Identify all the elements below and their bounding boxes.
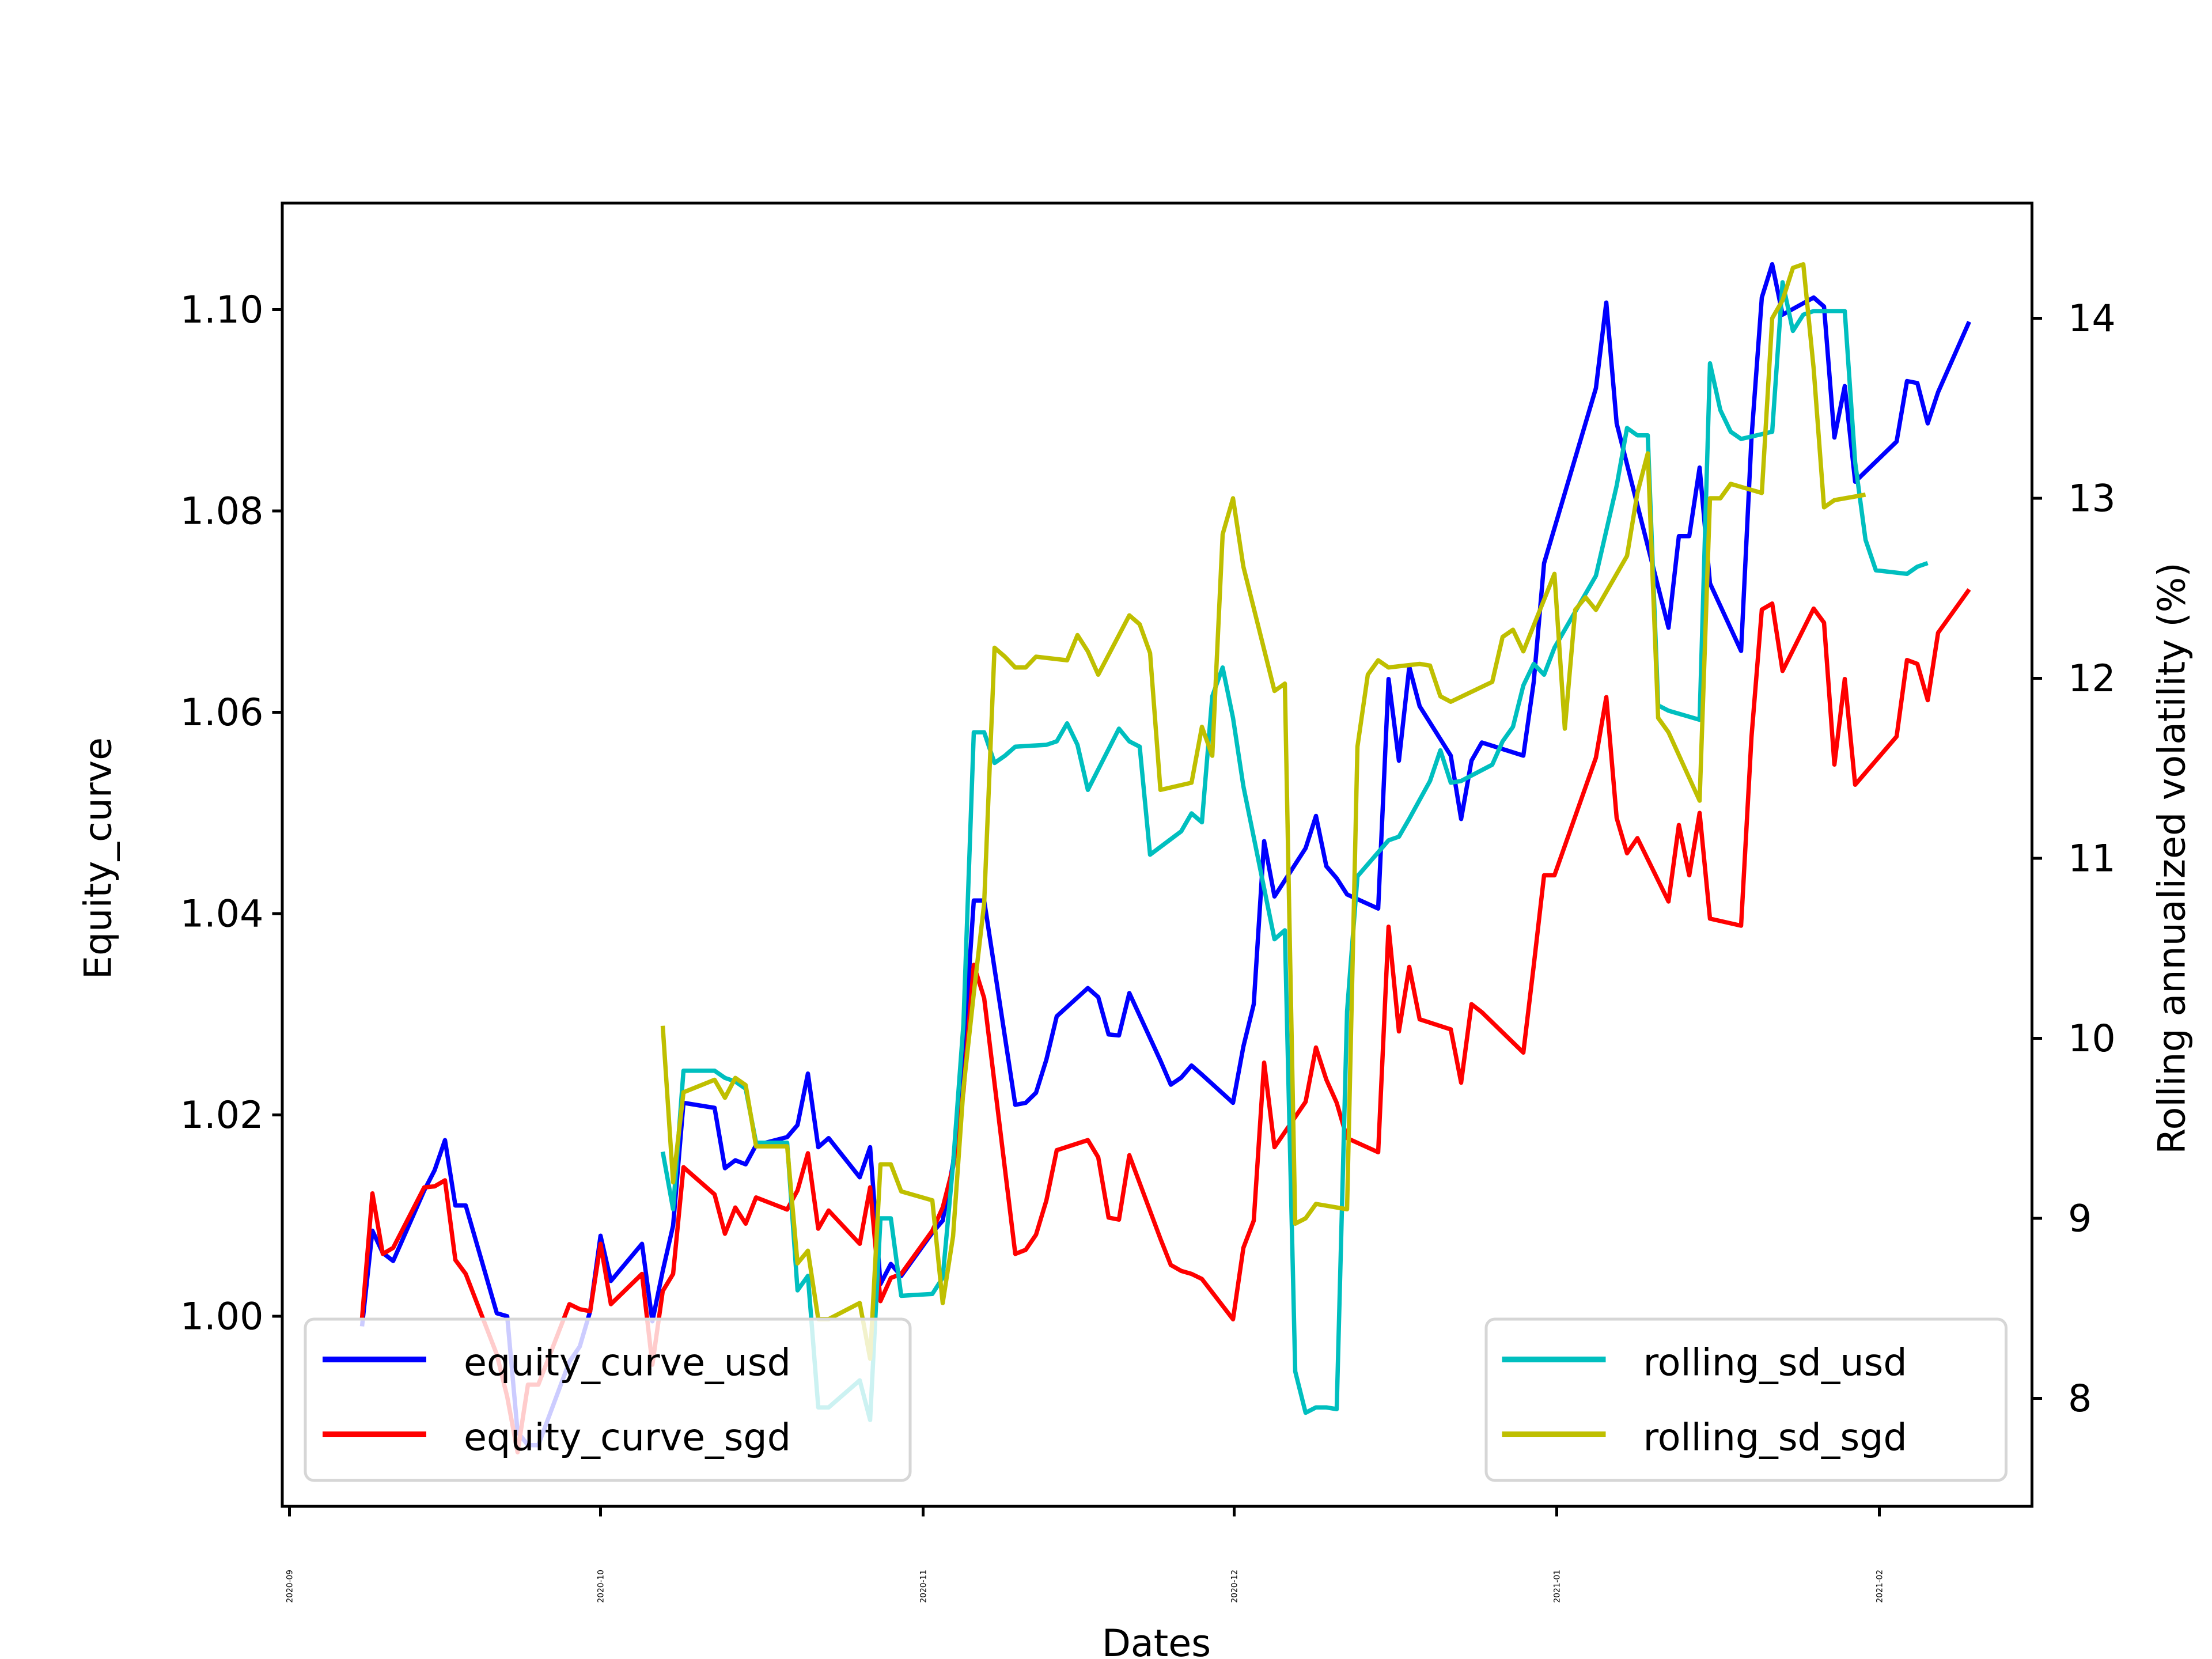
legend-label-sd-sgd: rolling_sd_sgd [1643,1416,1907,1460]
legend-right: rolling_sd_usd rolling_sd_sgd [1484,1317,2008,1482]
series-line-rolling-sd-usd [660,280,1929,1422]
legend-left: equity_curve_usd equity_curve_sgd [304,1317,912,1482]
legend-label-equity-usd: equity_curve_usd [464,1342,791,1385]
right-tick-label: 13 [2068,478,2116,521]
left-tick-label: 1.08 [180,490,264,533]
series-line-equity-curve-sgd [359,588,1971,1455]
x-tick-label: 2020-09 [286,1570,295,1603]
right-y-axis: 8 9 10 11 12 13 14 [2032,297,2116,1421]
legend-label-equity-sgd: equity_curve_sgd [464,1416,791,1460]
left-y-axis-title: Equity_curve [77,737,120,979]
x-axis: 2020-09 2020-10 2020-11 2020-12 2021-01 2021-… [286,1506,1885,1603]
left-tick-label: 1.00 [180,1296,264,1339]
x-tick-label: 2021-02 [1876,1570,1885,1603]
right-tick-label: 14 [2068,297,2116,340]
right-tick-label: 8 [2068,1377,2092,1421]
x-tick-label: 2020-11 [919,1570,929,1603]
legend-label-sd-usd: rolling_sd_usd [1643,1342,1907,1385]
left-y-axis: 1.00 1.02 1.04 1.06 1.08 1.10 [180,289,282,1339]
axes-frame [281,202,2033,1508]
x-tick-label: 2020-12 [1230,1570,1240,1603]
x-tick-label: 2020-10 [597,1570,606,1603]
left-tick-label: 1.02 [180,1094,264,1137]
right-tick-label: 10 [2068,1017,2116,1060]
right-tick-label: 12 [2068,657,2116,700]
left-tick-label: 1.10 [180,289,264,332]
left-tick-label: 1.06 [180,691,264,734]
left-tick-label: 1.04 [180,893,264,936]
series-line-equity-curve-usd [359,262,1971,1448]
x-tick-label: 2021-01 [1553,1570,1562,1603]
right-tick-label: 11 [2068,838,2116,881]
right-tick-label: 9 [2068,1198,2092,1241]
x-axis-title: Dates [1102,1622,1211,1659]
right-y-axis-title: Rolling annualized volatility (%) [2151,562,2194,1154]
